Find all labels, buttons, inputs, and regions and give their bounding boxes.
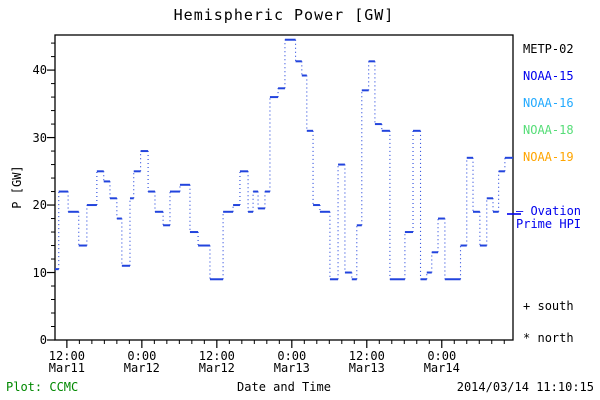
ovation-label-line1: — Ovation [516, 204, 582, 218]
x-tick-label: 12:00 Mar11 [48, 349, 85, 375]
plot-credit: Plot: CCMC [6, 380, 79, 394]
legend-item-south-marker: + south [523, 299, 574, 313]
y-tick-label: 0 [39, 333, 47, 347]
y-tick-label: 30 [32, 130, 47, 145]
x-tick-label: 12:00 Mar13 [348, 349, 385, 375]
asterisk-marker-icon: * [523, 331, 531, 345]
x-axis-label: Date and Time [237, 380, 331, 394]
south-marker-label: south [537, 299, 574, 313]
legend-item-noaa16: NOAA-16 [523, 96, 574, 110]
plot-title: Hemispheric Power [GW] [173, 6, 395, 24]
legend-item-north-marker: * north [523, 331, 574, 345]
plus-marker-icon: + [523, 299, 531, 313]
plot-timestamp: 2014/03/14 11:10:15 [456, 380, 594, 394]
y-tick-label: 40 [32, 63, 47, 78]
x-tick-label: 0:00 Mar12 [123, 349, 160, 375]
legend-item-noaa19: NOAA-19 [523, 150, 574, 164]
y-tick-label: 10 [32, 265, 47, 280]
legend-item-noaa15: NOAA-15 [523, 69, 574, 83]
x-tick-label: 0:00 Mar14 [423, 349, 460, 375]
legend-item-metp02: METP-02 [523, 42, 574, 56]
legend-item-noaa18: NOAA-18 [523, 123, 574, 137]
legend-item-ovation-prime-hpi: — Ovation Prime HPI [516, 205, 581, 231]
north-marker-label: north [537, 331, 574, 345]
y-tick-label: 20 [32, 198, 47, 213]
ovation-label-line2: Prime HPI [516, 217, 582, 231]
x-tick-label: 0:00 Mar13 [273, 349, 310, 375]
y-axis-label: P [GW] [10, 165, 24, 209]
x-tick-label: 12:00 Mar12 [198, 349, 235, 375]
